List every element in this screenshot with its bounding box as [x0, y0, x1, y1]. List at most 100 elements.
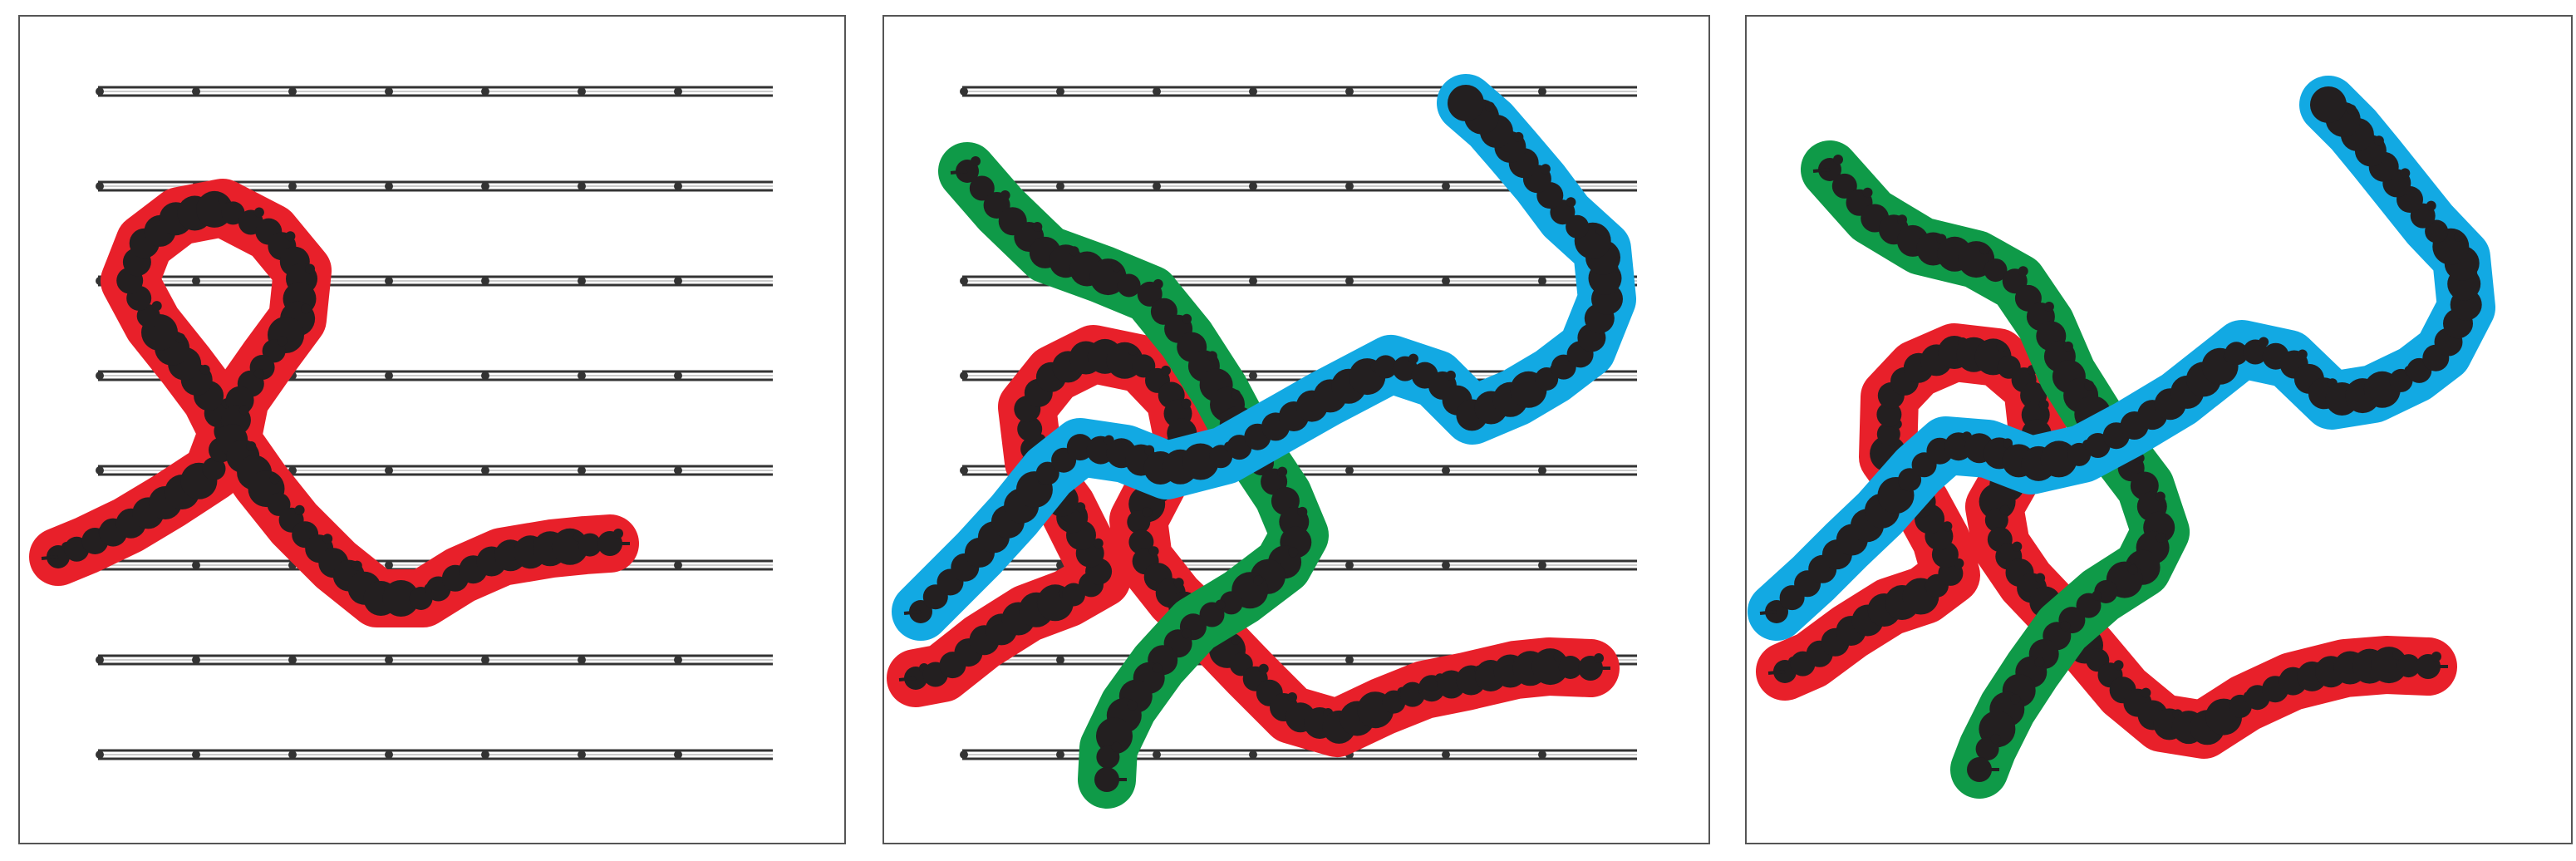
glyph-dot: [1111, 741, 1122, 752]
track-node: [1345, 182, 1354, 190]
glyph-blob: [1182, 443, 1219, 480]
glyph-dot: [2454, 231, 2465, 242]
glyph-dot: [1253, 575, 1264, 586]
track-line: [960, 86, 1637, 97]
track-node: [1249, 182, 1257, 190]
glyph-blob: [578, 533, 602, 557]
track-node: [96, 656, 104, 664]
track-node: [96, 87, 104, 96]
glyph-dot: [2113, 660, 2124, 671]
track-node: [1056, 182, 1064, 190]
track-node: [1442, 561, 1450, 569]
green-path: [1801, 140, 2190, 799]
glyph-dot: [1996, 342, 2007, 352]
glyph-dot: [1111, 262, 1122, 273]
glyph-dot: [1942, 521, 1953, 532]
glyph-dot: [1093, 538, 1104, 549]
track-node: [96, 750, 104, 759]
glyph-blob: [1831, 173, 1857, 199]
glyph-dot: [1445, 370, 1456, 381]
track-node: [192, 87, 200, 96]
track-line: [96, 654, 773, 666]
glyph-dot: [2035, 573, 2046, 583]
track-node: [578, 87, 586, 96]
glyph-dot: [2141, 687, 2151, 698]
track-node: [960, 466, 968, 475]
glyph-dot: [2127, 564, 2138, 575]
track-node: [674, 87, 682, 96]
glyph-dot: [269, 474, 280, 485]
glyph-dot: [2043, 302, 2054, 312]
glyph-dot: [1297, 506, 1308, 517]
track-node: [192, 750, 200, 759]
track-node: [481, 750, 489, 759]
track-node: [960, 277, 968, 285]
glyph-blob: [1876, 401, 1902, 427]
track-node: [385, 277, 393, 285]
track-node: [385, 656, 393, 664]
track-lines: [96, 86, 773, 760]
glyph-dot: [2346, 104, 2357, 115]
track-node: [1538, 561, 1546, 569]
track-node: [578, 371, 586, 380]
glyph-dot: [1408, 353, 1418, 364]
glyph-dot: [151, 301, 162, 312]
track-node: [288, 182, 297, 190]
glyph-dot: [1288, 547, 1299, 558]
glyph-dot: [2018, 266, 2028, 277]
glyph-dot: [2426, 200, 2436, 211]
track-node: [1442, 466, 1450, 475]
glyph-blob: [1984, 258, 2008, 283]
glyph-dot: [246, 441, 257, 451]
glyph-blob: [2040, 440, 2077, 478]
glyph-dot: [613, 529, 623, 539]
track-node: [1538, 466, 1546, 475]
track-node: [1249, 750, 1257, 759]
track-node: [674, 466, 682, 475]
glyph-dot: [301, 303, 312, 314]
track-node: [1345, 656, 1354, 664]
track-node: [960, 371, 968, 380]
glyph-dot: [1990, 734, 2001, 745]
glyph-dot: [1153, 278, 1163, 289]
glyph-dot: [1182, 313, 1192, 324]
glyph-dot: [1181, 398, 1192, 409]
glyph-dot: [1485, 101, 1495, 112]
track-node: [96, 371, 104, 380]
track-node: [96, 466, 104, 475]
path-spine-start: [1767, 670, 1786, 675]
glyph-dot: [2392, 650, 2402, 661]
glyph-dot: [2010, 694, 2021, 705]
track-node: [385, 371, 393, 380]
panel-three-paths-no-tracks: [1745, 15, 2573, 844]
track-node: [960, 750, 968, 759]
track-node: [385, 750, 393, 759]
track-node: [674, 277, 682, 285]
glyph-dot: [1144, 445, 1155, 455]
glyph-dot: [2012, 541, 2023, 552]
track-node: [578, 182, 586, 190]
glyph-dot: [1979, 244, 1990, 255]
track-node: [288, 87, 297, 96]
glyph-dot: [971, 156, 981, 166]
track-node: [288, 750, 297, 759]
track-node: [1249, 277, 1257, 285]
track-node: [674, 656, 682, 664]
glyph-dot: [2155, 491, 2166, 502]
glyph-dot: [2038, 400, 2049, 411]
glyph-dot: [1862, 187, 1873, 198]
glyph-dot: [1897, 214, 1907, 225]
glyph-dot: [322, 534, 333, 544]
track-node: [385, 87, 393, 96]
glyph-blob: [2225, 342, 2249, 366]
glyph-dot: [2259, 337, 2269, 347]
glyph-blob: [2397, 654, 2421, 678]
track-node: [1345, 87, 1354, 96]
glyph-dot: [1127, 700, 1138, 711]
glyph-blob: [1566, 214, 1590, 239]
path-spine-start: [903, 610, 922, 615]
track-node: [1442, 277, 1450, 285]
glyph-dot: [1231, 389, 1241, 400]
track-node: [960, 87, 968, 96]
glyph-dot: [285, 231, 296, 242]
